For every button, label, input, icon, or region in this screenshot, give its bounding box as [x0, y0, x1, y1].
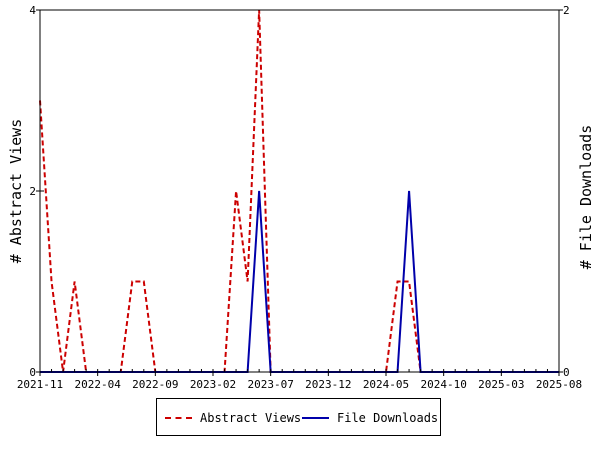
x-tick-label: 2023-02 — [190, 378, 236, 391]
legend: Abstract Views File Downloads — [156, 398, 441, 436]
legend-swatch-abstract-views — [165, 417, 192, 419]
y-right-tick-label: 0 — [563, 366, 570, 379]
legend-item-abstract-views: Abstract Views — [165, 399, 301, 437]
x-tick-label: 2021-11 — [17, 378, 63, 391]
y-left-tick-label: 2 — [29, 185, 36, 198]
x-tick-label: 2022-09 — [132, 378, 178, 391]
y-right-axis-title: # File Downloads — [577, 125, 595, 270]
x-tick-label: 2025-08 — [536, 378, 582, 391]
x-tick-label: 2023-12 — [305, 378, 351, 391]
y-left-axis-title: # Abstract Views — [7, 119, 25, 264]
x-tick-label: 2025-03 — [478, 378, 524, 391]
y-left-tick-label: 0 — [29, 366, 36, 379]
x-tick-label: 2024-10 — [420, 378, 466, 391]
series-line-abstract-views — [39, 9, 559, 373]
x-tick-label: 2022-04 — [74, 378, 121, 391]
y-left-tick-label: 4 — [29, 4, 36, 17]
legend-label-file-downloads: File Downloads — [337, 411, 439, 425]
x-tick-label: 2023-07 — [247, 378, 293, 391]
legend-label-abstract-views: Abstract Views — [200, 411, 302, 425]
plot-frame — [39, 9, 560, 373]
legend-swatch-file-downloads — [302, 417, 329, 419]
x-tick-label: 2024-05 — [363, 378, 409, 391]
y-right-tick-label: 2 — [563, 4, 570, 17]
legend-item-file-downloads: File Downloads — [302, 399, 438, 437]
axis-layer: 2021-11 2022-04 2022-09 2023-02 2023-07 2023-… — [17, 4, 582, 391]
series-line-file-downloads — [40, 190, 559, 373]
series-layer — [39, 9, 559, 373]
